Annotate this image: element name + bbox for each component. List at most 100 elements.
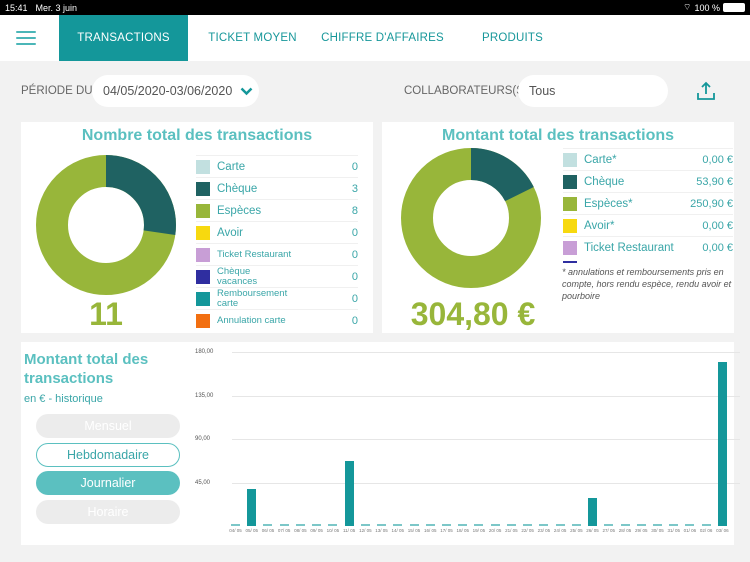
bar bbox=[409, 524, 419, 526]
status-time: 15:41 bbox=[5, 2, 28, 13]
battery-icon bbox=[723, 3, 745, 12]
tab-ticket-moyen[interactable]: TICKET MOYEN bbox=[208, 32, 297, 44]
x-tick: 15/ 05 bbox=[407, 528, 421, 533]
bar bbox=[393, 524, 403, 526]
bar bbox=[506, 524, 516, 526]
x-tick: 13/ 05 bbox=[375, 528, 388, 533]
tab-produits[interactable]: PRODUITS bbox=[481, 32, 544, 44]
legend-row-annulation-carte: Annulation carte 0 bbox=[196, 309, 358, 331]
bar bbox=[231, 524, 240, 526]
y-tick: 45,00 bbox=[195, 480, 211, 486]
x-tick: 20/ 05 bbox=[488, 528, 502, 533]
legend-row-ticket-restaurant: Ticket Restaurant 0,00 € bbox=[563, 236, 733, 258]
bar bbox=[669, 524, 679, 526]
amount-card-title: Montant total des transactions bbox=[441, 127, 675, 144]
bar bbox=[474, 524, 484, 526]
legend-row-especes: Espèces* 250,90 € bbox=[563, 192, 733, 214]
y-tick: 180,00 bbox=[195, 349, 214, 355]
amount-donut-chart bbox=[401, 148, 541, 288]
swatch bbox=[196, 203, 210, 218]
collaborators-label: COLLABORATEURS(S) bbox=[404, 85, 528, 97]
bar bbox=[279, 524, 289, 526]
x-tick: 01/ 06 bbox=[683, 528, 697, 533]
bar bbox=[312, 524, 322, 526]
x-tick: 23/ 05 bbox=[537, 528, 551, 533]
bar bbox=[458, 524, 468, 526]
swatch bbox=[196, 291, 210, 306]
bar bbox=[263, 524, 273, 526]
x-tick: 10/ 05 bbox=[326, 528, 340, 533]
legend-row-carte: Carte 0 bbox=[196, 155, 358, 177]
legend-overflow-indicator bbox=[563, 261, 577, 263]
legend-row-remboursement-carte: Remboursement carte 0 bbox=[196, 287, 358, 309]
period-value: 04/05/2020-03/06/2020 bbox=[103, 84, 233, 98]
x-tick: 14/ 05 bbox=[391, 528, 405, 533]
bar bbox=[539, 524, 549, 526]
legend-row-avoir: Avoir* 0,00 € bbox=[563, 214, 733, 236]
legend-row-especes: Espèces 8 bbox=[196, 199, 358, 221]
status-bar: 15:41 Mer. 3 juin ⌔ 100 % bbox=[0, 0, 750, 15]
export-icon[interactable] bbox=[696, 81, 716, 101]
journalier-button[interactable]: Journalier bbox=[36, 471, 180, 495]
mensuel-button[interactable]: Mensuel bbox=[36, 414, 180, 438]
bar bbox=[652, 524, 662, 526]
history-title: Montant total des transactions bbox=[24, 351, 149, 387]
x-tick: 31/ 05 bbox=[667, 528, 680, 533]
battery-label: 100 % bbox=[694, 2, 720, 13]
status-date: Mer. 3 juin bbox=[35, 2, 78, 13]
y-tick: 135,00 bbox=[195, 393, 214, 399]
count-total: 11 bbox=[89, 296, 123, 332]
collaborators-value: Tous bbox=[529, 84, 556, 98]
count-card-title: Nombre total des transactions bbox=[81, 127, 313, 144]
x-tick: 04/ 05 bbox=[229, 528, 242, 533]
period-select[interactable]: 04/05/2020-03/06/2020 bbox=[92, 75, 259, 107]
swatch bbox=[196, 247, 210, 262]
x-tick: 17/ 05 bbox=[440, 528, 453, 533]
chevron-down-icon bbox=[240, 87, 253, 95]
period-label: PÉRIODE DU bbox=[21, 85, 93, 97]
wifi-icon: ⌔ bbox=[683, 2, 692, 12]
x-tick: 24/ 05 bbox=[553, 528, 567, 533]
collaborators-select[interactable]: Tous bbox=[518, 75, 668, 107]
legend-row-ticket-restaurant: Ticket Restaurant 0 bbox=[196, 243, 358, 265]
transaction-count-card: Nombre total des transactions 11 Carte 0 … bbox=[21, 122, 373, 333]
x-tick: 27/ 05 bbox=[602, 528, 616, 533]
filter-bar: PÉRIODE DU 04/05/2020-03/06/2020 COLLABO… bbox=[0, 61, 750, 121]
x-tick: 11/ 05 bbox=[343, 528, 356, 533]
x-tick: 05/ 05 bbox=[245, 528, 258, 533]
x-tick: 30/ 05 bbox=[651, 528, 664, 533]
x-tick: 08/ 05 bbox=[294, 528, 307, 533]
tab-chiffre-affaires[interactable]: CHIFFRE D'AFFAIRES bbox=[321, 32, 444, 44]
hebdomadaire-button[interactable]: Hebdomadaire bbox=[36, 443, 180, 467]
bar bbox=[247, 489, 257, 526]
gridline bbox=[232, 483, 740, 484]
swatch bbox=[196, 225, 210, 240]
swatch bbox=[563, 152, 577, 167]
swatch bbox=[196, 159, 210, 174]
legend-row-avoir: Avoir 0 bbox=[196, 221, 358, 243]
count-donut-chart bbox=[36, 155, 176, 295]
x-tick: 19/ 05 bbox=[472, 528, 486, 533]
tab-transactions[interactable]: TRANSACTIONS bbox=[59, 15, 188, 61]
horaire-button[interactable]: Horaire bbox=[36, 500, 180, 524]
bar bbox=[571, 524, 581, 526]
bar bbox=[620, 524, 630, 526]
legend-row-cheque: Chèque 53,90 € bbox=[563, 170, 733, 192]
bar bbox=[360, 524, 370, 526]
bar bbox=[328, 524, 338, 526]
amount-footnote: * annulations et remboursements pris en … bbox=[562, 267, 732, 301]
swatch bbox=[563, 174, 577, 189]
x-tick: 02/ 06 bbox=[699, 528, 713, 533]
menu-icon[interactable] bbox=[16, 31, 36, 45]
bar bbox=[717, 361, 727, 526]
amount-total: 304,80 € bbox=[410, 296, 536, 332]
x-tick: 26/ 05 bbox=[586, 528, 599, 533]
bar bbox=[685, 524, 695, 526]
swatch bbox=[563, 240, 577, 255]
y-tick: 90,00 bbox=[195, 436, 211, 442]
x-tick: 16/ 05 bbox=[423, 528, 437, 533]
swatch bbox=[196, 269, 210, 284]
bar bbox=[604, 524, 614, 526]
count-legend: Carte 0 Chèque 3 Espèces 8 Avoir 0 Ticket Re… bbox=[196, 155, 358, 331]
x-tick: 25/ 05 bbox=[570, 528, 583, 533]
